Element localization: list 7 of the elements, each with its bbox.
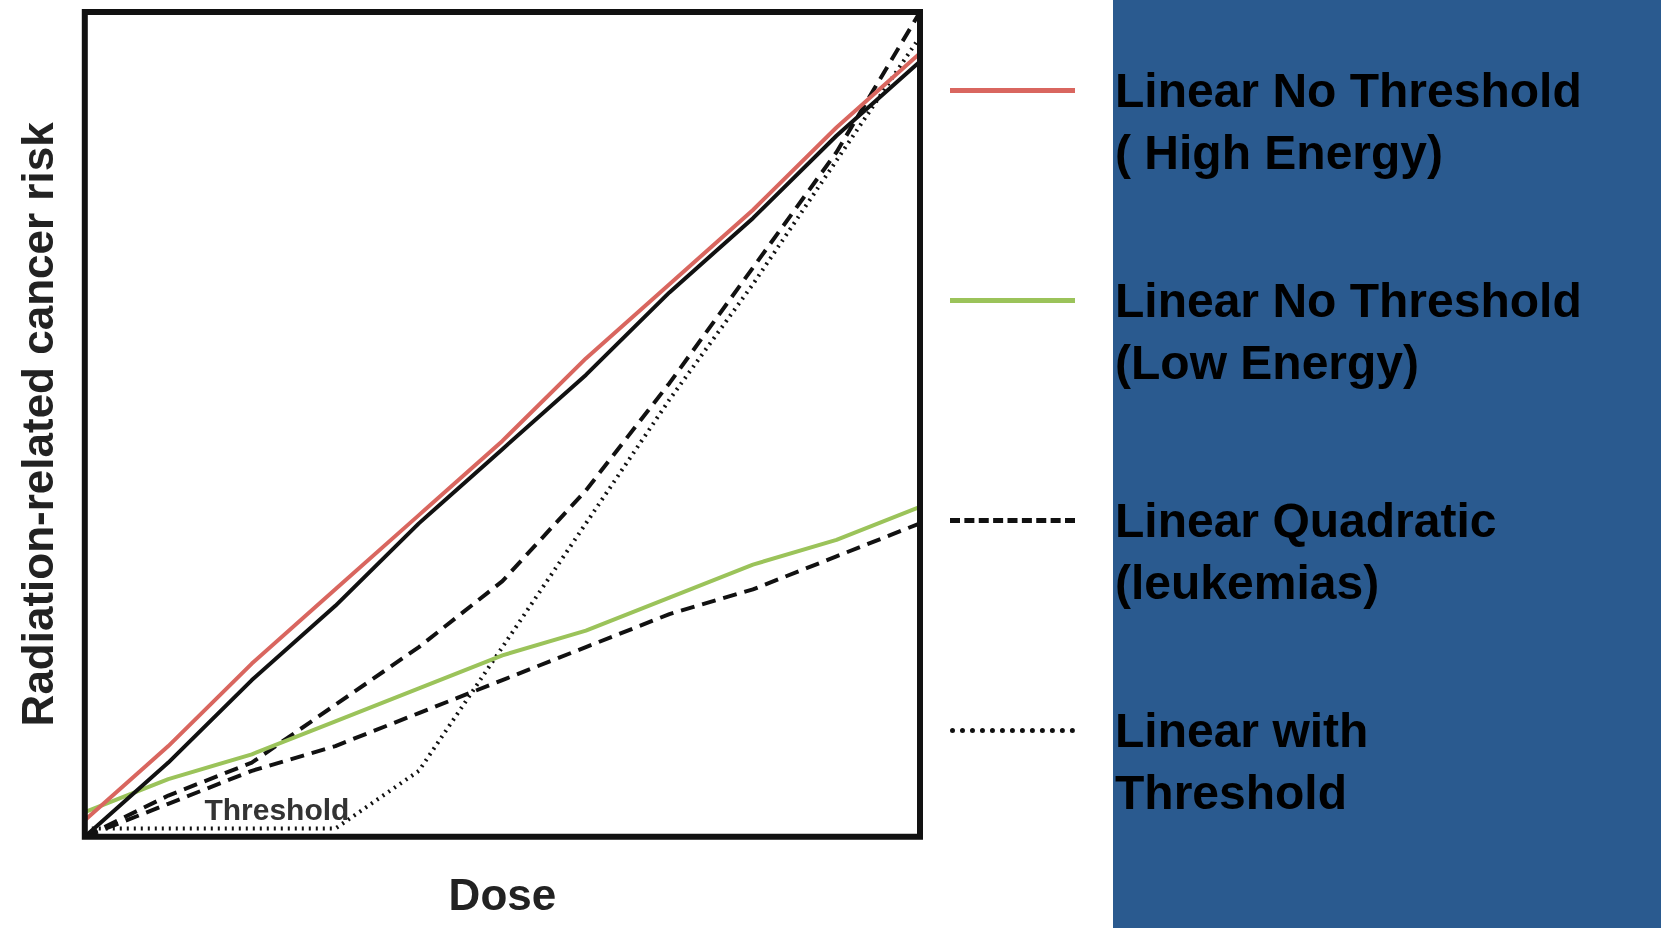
legend-label: Linear Quadratic (leukemias)	[1115, 493, 1497, 611]
legend-label: Linear with Threshold	[1115, 703, 1369, 821]
y-axis-title: Radiation-related cancer risk	[12, 121, 62, 727]
legend-label: Linear No Threshold ( High Energy)	[1115, 63, 1582, 181]
x-axis-title: Dose	[448, 869, 557, 919]
annotation: Threshold	[204, 793, 350, 827]
legend-label: Linear No Threshold (Low Energy)	[1115, 273, 1582, 391]
